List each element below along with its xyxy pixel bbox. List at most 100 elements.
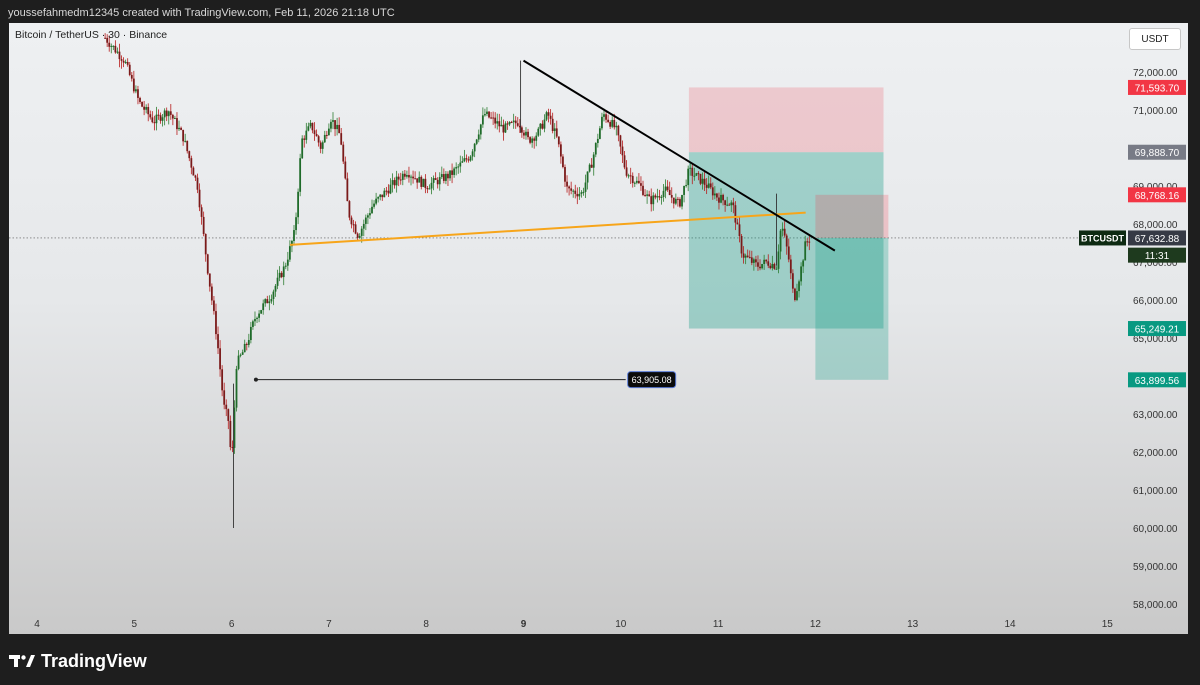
y-tick-label: 63,000.00 xyxy=(1133,410,1178,421)
level-price-tag xyxy=(627,371,677,389)
candle-body xyxy=(430,182,433,189)
candle-body xyxy=(527,131,529,138)
candle-body xyxy=(701,178,704,184)
candle-body xyxy=(761,264,763,269)
x-tick-label: 9 xyxy=(521,619,527,630)
candle-body xyxy=(334,120,336,130)
candle-body xyxy=(182,129,185,142)
candle-body xyxy=(572,190,575,192)
candle-body xyxy=(299,158,302,192)
candle-body xyxy=(139,97,141,102)
currency-button[interactable]: USDT xyxy=(1129,28,1181,50)
candle-body xyxy=(716,193,718,198)
candle-body xyxy=(514,120,517,124)
candle-body xyxy=(362,223,365,229)
candle-body xyxy=(596,138,599,144)
candle-body xyxy=(116,51,119,53)
candle-body xyxy=(629,175,632,177)
candle-body xyxy=(184,140,187,142)
candle-body xyxy=(481,115,484,125)
candle-body xyxy=(132,78,135,92)
candle-body xyxy=(309,122,312,127)
candle-body xyxy=(473,143,476,152)
candle-body xyxy=(358,235,361,238)
candle-body xyxy=(221,369,224,391)
candle-body xyxy=(535,135,538,141)
candle-body xyxy=(106,37,109,43)
candle-body xyxy=(726,204,729,206)
candle-body xyxy=(681,194,683,207)
candle-body xyxy=(436,179,439,185)
candle-body xyxy=(605,114,607,120)
candle-body xyxy=(631,175,634,184)
candle-body xyxy=(658,196,661,198)
candle-body xyxy=(603,114,605,117)
candle-body xyxy=(590,164,593,168)
candle-body xyxy=(705,184,708,188)
price-label: 63,899.56 xyxy=(1135,376,1180,387)
candle-body xyxy=(757,262,759,267)
candle-body xyxy=(777,251,780,269)
candle-body xyxy=(348,201,351,218)
candle-body xyxy=(765,259,768,262)
candle-body xyxy=(520,127,523,133)
candle-body xyxy=(239,354,242,356)
candle-body xyxy=(410,176,412,178)
candle-body xyxy=(674,198,677,204)
orange-trendline xyxy=(289,211,806,246)
candle-body xyxy=(666,186,669,190)
candle-body xyxy=(750,257,753,263)
candle-body xyxy=(720,194,722,203)
candle-body xyxy=(652,195,655,205)
candle-body xyxy=(330,121,332,129)
candle-body xyxy=(625,167,628,176)
candle-body xyxy=(525,131,527,136)
symbol-title[interactable]: Bitcoin / TetherUS · 30 · Binance xyxy=(15,29,168,41)
candle-body xyxy=(621,146,624,156)
candle-body xyxy=(377,197,380,199)
candle-body xyxy=(393,180,396,186)
level-anchor-dot xyxy=(253,377,258,382)
chart-credit: youssefahmedm12345 created with TradingV… xyxy=(8,7,395,19)
candle-body xyxy=(461,161,464,163)
candle-body xyxy=(293,230,295,241)
position_1-stop-zone xyxy=(688,87,884,153)
candle-body xyxy=(120,59,123,61)
candle-body xyxy=(498,121,501,127)
candle-body xyxy=(114,45,117,53)
candle-body xyxy=(325,134,328,136)
drawings: 63,905.08 xyxy=(253,59,836,389)
candle-body xyxy=(153,122,156,124)
candle-body xyxy=(274,285,277,292)
price-chart[interactable]: 63,905.08 72,000.0071,000.0070,000.0069,… xyxy=(9,23,1188,634)
candle-body xyxy=(449,170,451,179)
candle-body xyxy=(559,144,562,157)
candle-body xyxy=(231,447,234,449)
x-tick-label: 6 xyxy=(229,619,235,630)
candle-body xyxy=(592,154,595,168)
candle-body xyxy=(151,117,154,123)
candle-body xyxy=(202,216,205,234)
candle-body xyxy=(270,299,273,302)
chart-frame[interactable]: 63,905.08 72,000.0071,000.0070,000.0069,… xyxy=(9,23,1188,634)
candle-body xyxy=(791,273,794,289)
candle-body xyxy=(767,261,770,266)
price-label: 11:31 xyxy=(1145,251,1170,262)
candle-body xyxy=(286,259,289,266)
candle-body xyxy=(685,185,688,187)
candle-body xyxy=(789,259,792,274)
candle-body xyxy=(122,60,125,63)
candle-body xyxy=(350,217,353,225)
candle-body xyxy=(533,138,536,141)
candle-body xyxy=(486,111,488,115)
x-tick-label: 8 xyxy=(423,619,429,630)
candle-body xyxy=(775,268,778,270)
candle-body xyxy=(395,176,398,186)
candle-body xyxy=(627,175,630,177)
candle-body xyxy=(130,74,133,79)
candle-body xyxy=(161,117,164,121)
candle-body xyxy=(227,409,230,421)
candle-body xyxy=(738,224,741,237)
candle-body xyxy=(718,197,720,203)
candle-body xyxy=(633,182,636,184)
